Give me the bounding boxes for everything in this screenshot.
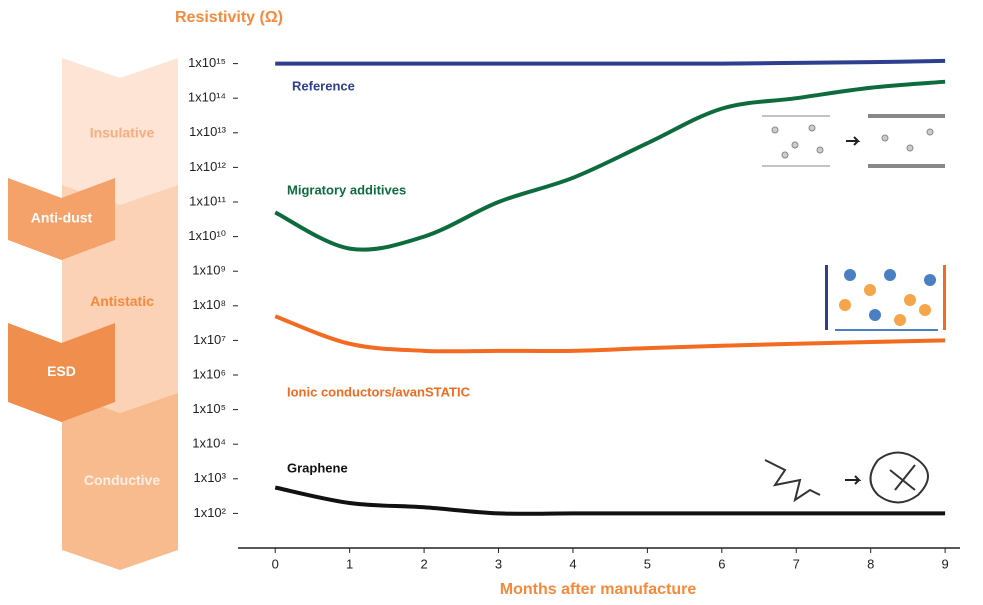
series-line bbox=[274, 79, 946, 252]
inset-arrow bbox=[846, 136, 861, 146]
zone-chevron bbox=[62, 58, 178, 210]
y-tick-label: 1x10¹⁴ bbox=[188, 90, 226, 105]
x-tick-label: 4 bbox=[569, 556, 576, 571]
series-line bbox=[274, 485, 946, 516]
x-tick-label: 0 bbox=[272, 556, 279, 571]
y-tick-label: 1x10¹⁰ bbox=[188, 228, 226, 243]
series-line bbox=[275, 58, 946, 66]
series-label: Graphene bbox=[287, 460, 348, 475]
zone-label: ESD bbox=[47, 363, 76, 379]
y-tick-label: 1x10¹³ bbox=[189, 124, 227, 139]
series-label: Migratory additives bbox=[287, 182, 406, 197]
x-tick-label: 9 bbox=[941, 556, 948, 571]
y-tick-label: 1x10⁴ bbox=[192, 436, 226, 451]
x-tick-label: 2 bbox=[420, 556, 427, 571]
zone-label: Conductive bbox=[84, 472, 160, 488]
inset-ions bbox=[825, 265, 946, 331]
x-tick-label: 7 bbox=[793, 556, 800, 571]
y-tick-label: 1x10⁹ bbox=[192, 263, 226, 278]
y-axis-label: Resistivity (Ω) bbox=[175, 9, 283, 26]
zone-chevron bbox=[8, 178, 115, 260]
inset-migration bbox=[762, 114, 945, 168]
series-label: Ionic conductors/avanSTATIC bbox=[287, 384, 471, 399]
y-tick-label: 1x10⁷ bbox=[193, 332, 226, 347]
x-tick-label: 8 bbox=[867, 556, 874, 571]
y-tick-label: 1x10¹² bbox=[189, 159, 227, 174]
y-tick-label: 1x10³ bbox=[193, 470, 226, 485]
zone-label: Anti-dust bbox=[31, 210, 93, 226]
series-line bbox=[274, 314, 946, 354]
x-tick-label: 3 bbox=[495, 556, 502, 571]
y-tick-label: 1x10⁵ bbox=[192, 401, 226, 416]
y-tick-label: 1x10⁸ bbox=[192, 297, 226, 312]
y-tick-label: 1x10⁶ bbox=[192, 366, 226, 381]
y-tick-label: 1x10¹¹ bbox=[189, 193, 227, 208]
y-tick-label: 1x10² bbox=[193, 505, 226, 520]
x-tick-label: 6 bbox=[718, 556, 725, 571]
zone-chevron bbox=[8, 323, 115, 422]
inset-graphene bbox=[764, 451, 929, 504]
zone-chevron bbox=[62, 393, 178, 570]
y-tick-label: 1x10¹⁵ bbox=[188, 55, 226, 70]
zone-label: Insulative bbox=[90, 125, 155, 141]
x-tick-label: 1 bbox=[346, 556, 353, 571]
zone-group: Insulative Antistatic Conductive Anti-dust E… bbox=[8, 58, 178, 570]
x-tick-label: 5 bbox=[644, 556, 651, 571]
zone-label: Antistatic bbox=[90, 293, 154, 309]
x-axis-label: Months after manufacture bbox=[500, 581, 697, 598]
series-label: Reference bbox=[292, 78, 355, 93]
